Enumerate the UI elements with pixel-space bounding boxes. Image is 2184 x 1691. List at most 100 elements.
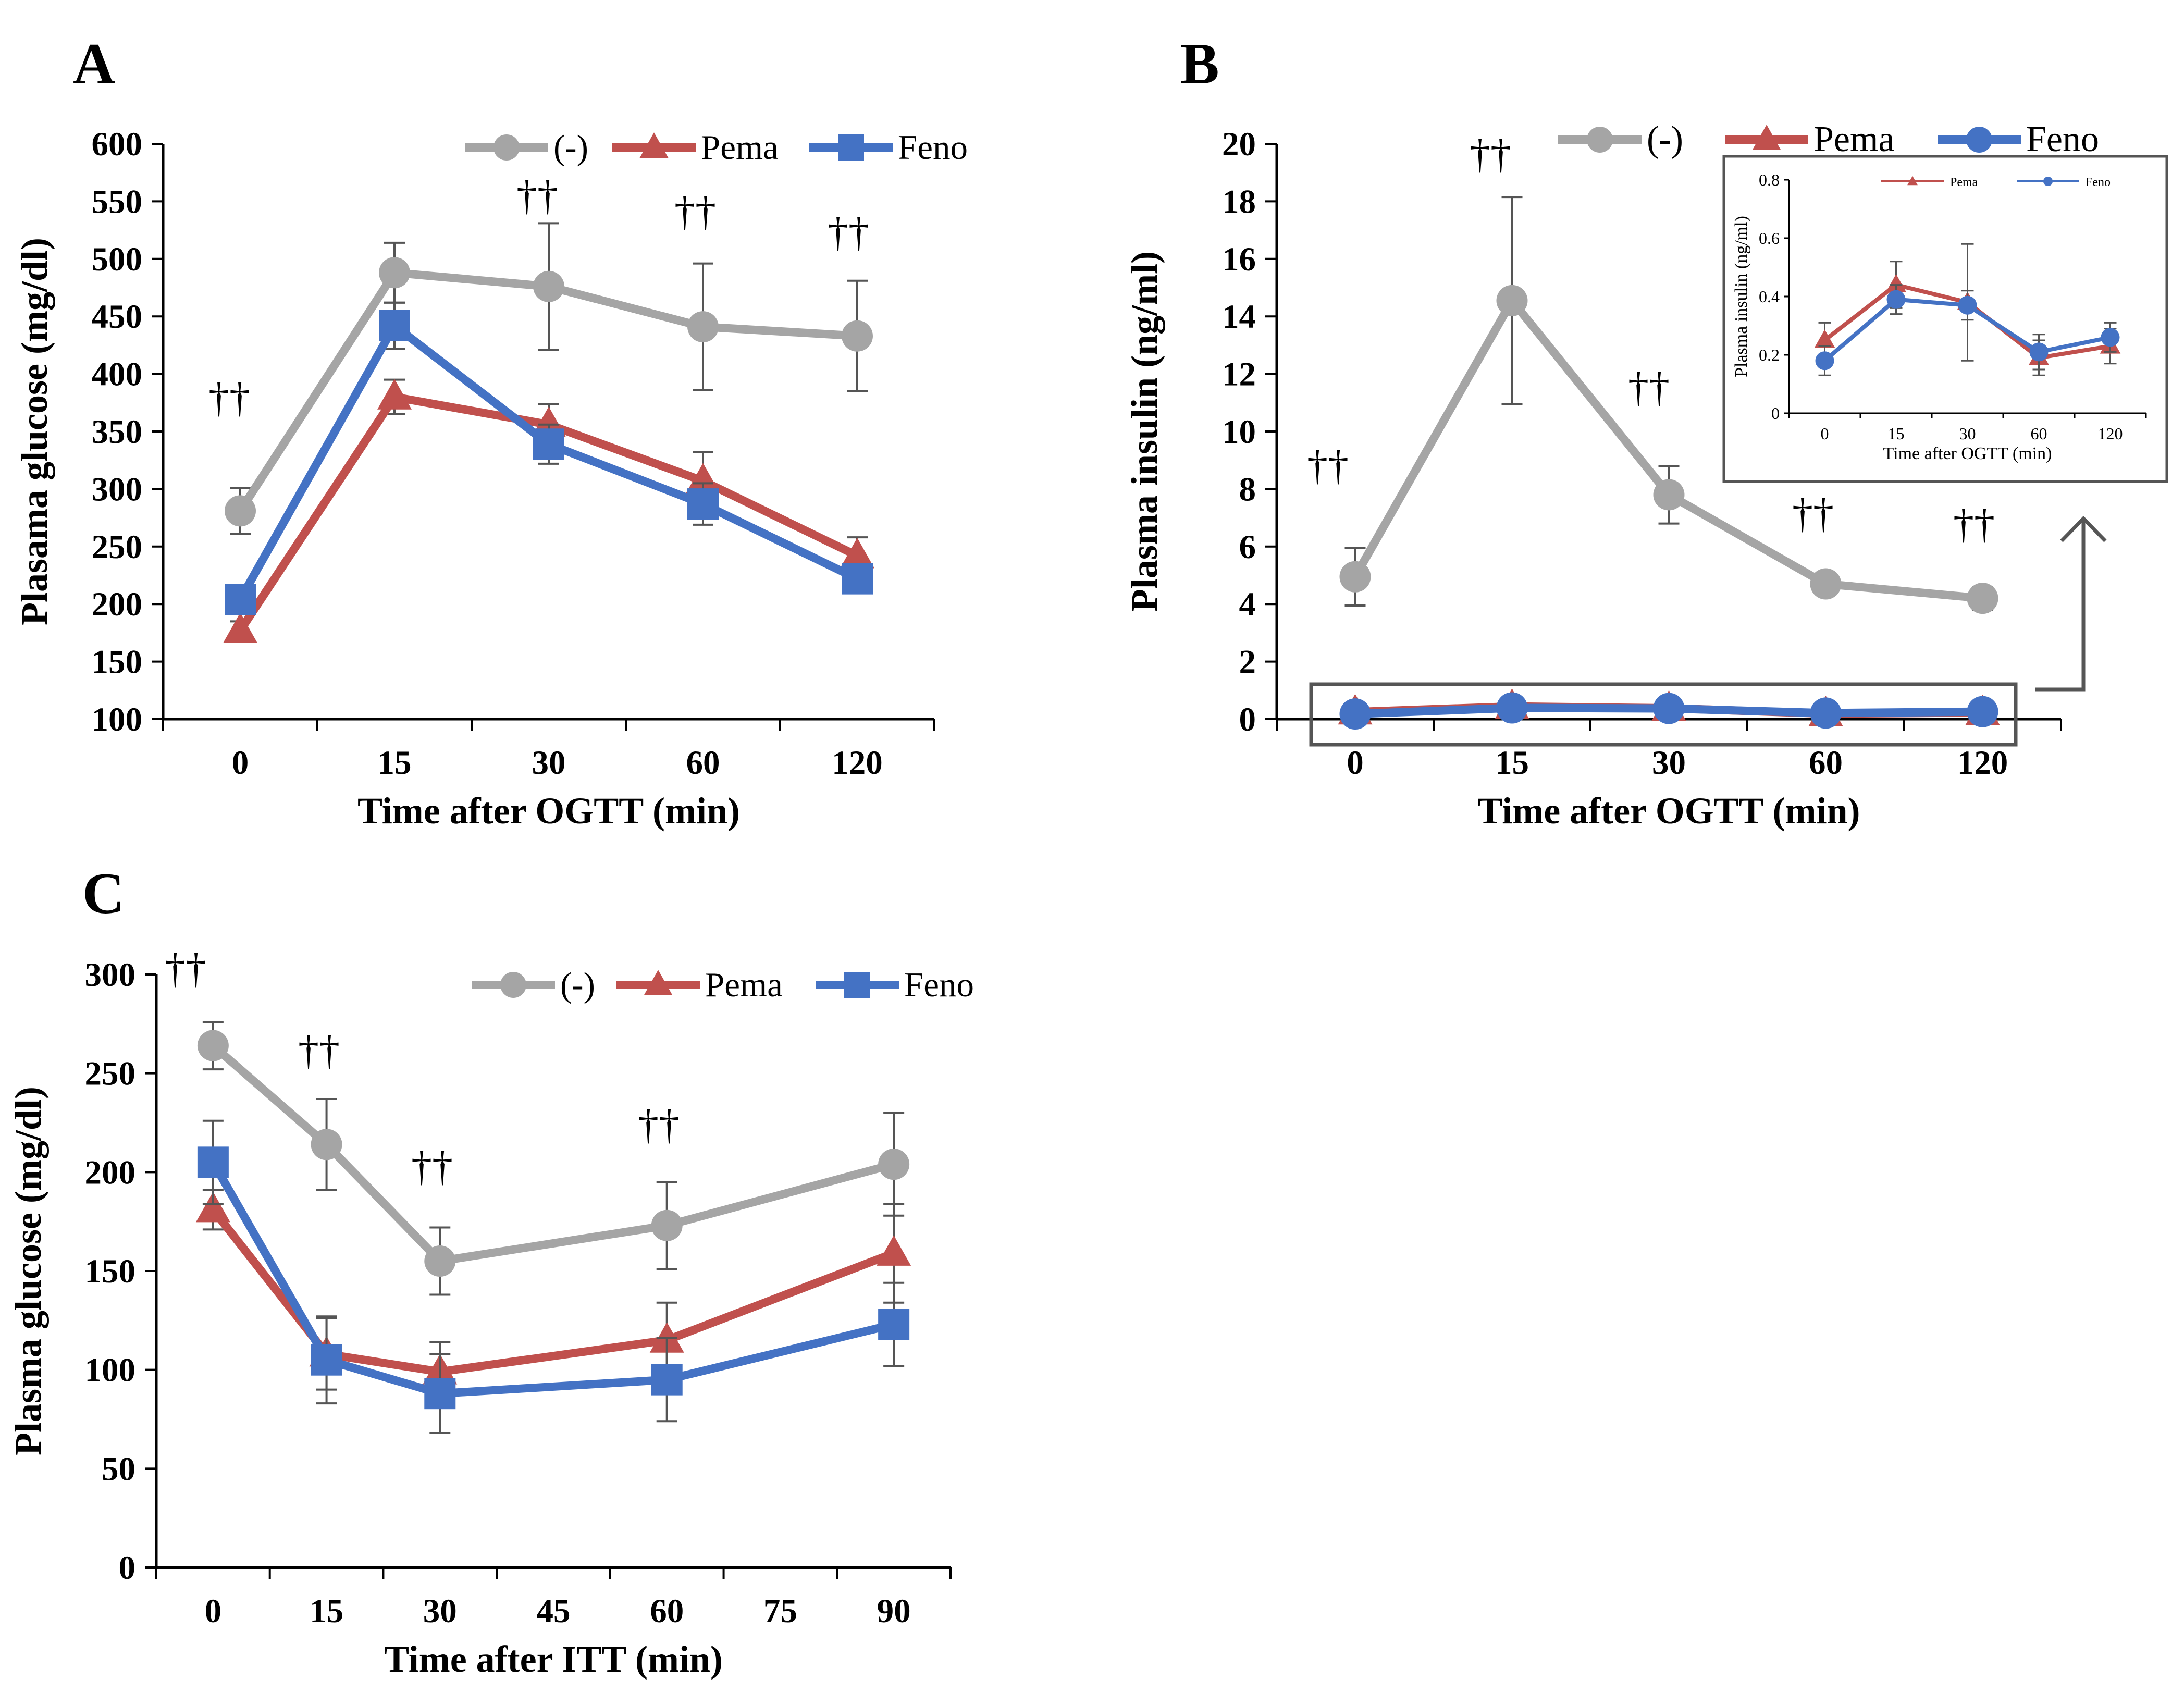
legend: (-) Pema Feno (1558, 119, 2099, 159)
data-point (311, 1344, 342, 1376)
y-tick-label: 100 (92, 701, 143, 738)
y-tick-label: 300 (85, 956, 136, 994)
data-point (195, 1191, 230, 1223)
x-tick-label: 60 (686, 744, 720, 782)
x-tick-label: 60 (650, 1593, 684, 1630)
legend-marker (1587, 127, 1613, 153)
significance-marker: †† (1953, 501, 1995, 547)
significance-marker: †† (165, 946, 206, 992)
inset-x-tick-label: 15 (1888, 424, 1905, 443)
legend-marker (844, 972, 870, 998)
y-tick-label: 100 (85, 1352, 136, 1389)
x-tick-label: 0 (232, 744, 249, 782)
y-tick-label: 400 (92, 356, 143, 393)
data-point (877, 1235, 911, 1266)
legend: (-) Pema Feno (472, 966, 974, 1004)
y-tick-label: 500 (92, 241, 143, 278)
y-tick-label: 200 (92, 586, 143, 623)
legend-label: Feno (898, 128, 968, 167)
legend-marker (1966, 127, 1992, 153)
y-tick-label: 550 (92, 183, 143, 220)
y-tick-label: 150 (92, 644, 143, 681)
legend: (-) Pema Feno (465, 128, 968, 167)
legend-label: Pema (705, 966, 783, 1004)
y-tick-label: 300 (92, 471, 143, 508)
data-point (651, 1209, 683, 1241)
data-point (687, 488, 719, 520)
panel-B: B 0 2 4 6 8 10 12 14 16 18 20 0 15 30 60 120 Time after O… (1124, 32, 2099, 832)
inset-data-point (1886, 290, 1906, 309)
inset-x-tick-label: 120 (2098, 424, 2123, 443)
inset-x-tick-label: 30 (1959, 424, 1976, 443)
y-tick-label: 6 (1239, 528, 1256, 566)
data-point (197, 1030, 229, 1061)
x-tick-label: 15 (378, 744, 412, 782)
data-point (379, 257, 410, 289)
legend-marker (493, 134, 520, 161)
y-tick-label: 12 (1222, 356, 1256, 393)
series-(-) (1339, 196, 1998, 614)
inset-legend-marker (1907, 176, 1918, 186)
panel-C: C 0 50 100 150 200 250 300 0 15 30 45 60 75 90 Time aft… (7, 861, 974, 1680)
significance-marker: †† (1628, 365, 1670, 411)
inset-y-axis-title: Plasma insulin (ng/ml) (1732, 216, 1751, 377)
series-Pema (195, 1189, 911, 1403)
significance-marker: †† (1307, 443, 1349, 489)
significance-marker: †† (1792, 491, 1834, 537)
inset-legend-label: Pema (1950, 176, 1978, 189)
inset-x-axis-title: Time after OGTT (min) (1883, 444, 2052, 463)
y-tick-label: 250 (92, 528, 143, 566)
y-tick-label: 250 (85, 1055, 136, 1093)
y-tick-label: 10 (1222, 413, 1256, 451)
y-tick-label: 8 (1239, 471, 1256, 508)
data-point (311, 1129, 342, 1161)
significance-marker: †† (674, 189, 716, 234)
series-Feno (197, 1119, 910, 1435)
y-axis-title: Plasma glucose (mg/dl) (7, 1087, 49, 1455)
data-point (1339, 698, 1371, 730)
data-point (225, 584, 256, 615)
series-Feno (1339, 692, 1998, 730)
legend-marker (500, 972, 526, 998)
inset-y-tick-label: 0.8 (1759, 170, 1780, 189)
y-axis-title: Plasama glucose (mg/dl) (14, 238, 55, 625)
panel-label: B (1180, 32, 1219, 96)
inset-x-tick-label: 60 (2031, 424, 2047, 443)
legend-label: (-) (560, 966, 595, 1004)
data-point (533, 428, 564, 460)
y-tick-label: 2 (1239, 644, 1256, 681)
inset-data-point (1814, 329, 1835, 348)
legend-label: Feno (2026, 119, 2099, 159)
inset-x-tick-label: 0 (1821, 424, 1829, 443)
y-tick-label: 600 (92, 126, 143, 163)
x-tick-label: 15 (310, 1593, 343, 1630)
data-point (842, 563, 873, 595)
data-point (1810, 697, 1842, 729)
significance-marker: †† (828, 209, 869, 255)
significance-marker: †† (638, 1102, 680, 1148)
legend-marker (639, 132, 669, 158)
y-tick-label: 450 (92, 298, 143, 336)
inset-series-Feno (1815, 284, 2120, 376)
inset-chart: 0 0.2 0.4 0.6 0.8 0 15 30 60 120 Time after OGTT (… (1722, 155, 2168, 483)
data-point (651, 1364, 683, 1396)
inset-callout (1309, 515, 2107, 747)
inset-data-point (1885, 274, 1907, 292)
y-tick-label: 350 (92, 413, 143, 451)
inset-frame (1722, 155, 2168, 483)
data-point (842, 320, 873, 352)
data-point (424, 1245, 456, 1277)
legend-label: (-) (553, 128, 588, 167)
data-point (533, 270, 564, 302)
callout-arrow-head (2060, 515, 2107, 542)
data-point (686, 463, 720, 493)
data-point (687, 311, 719, 343)
y-tick-label: 200 (85, 1154, 136, 1191)
legend-label: Feno (904, 966, 974, 1004)
legend-label: Pema (1813, 119, 1895, 159)
y-tick-label: 50 (102, 1450, 135, 1488)
data-point (377, 379, 412, 410)
x-axis-title: Time after OGTT (min) (357, 790, 740, 832)
y-tick-label: 14 (1222, 298, 1256, 336)
